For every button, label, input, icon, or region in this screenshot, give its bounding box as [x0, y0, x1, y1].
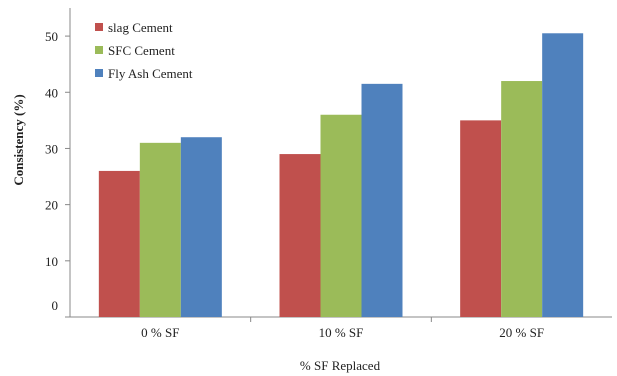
legend-label: Fly Ash Cement	[108, 66, 193, 81]
y-tick-label: 20	[45, 198, 58, 213]
x-category-label: 10 % SF	[319, 325, 364, 340]
legend: slag Cement SFC Cement Fly Ash Cement	[95, 20, 193, 81]
bars	[98, 33, 584, 322]
bar-fly-ash-cement-2	[542, 33, 584, 317]
bar-slag-cement-0	[98, 170, 140, 317]
y-tick-label: 30	[45, 141, 58, 156]
y-tick-label: 40	[45, 85, 58, 100]
bar-sfc-cement-1	[320, 114, 362, 317]
y-axis-title: Consistency (%)	[11, 94, 26, 185]
y-tick-label: 10	[45, 254, 58, 269]
category-labels: 0 % SF 10 % SF 20 % SF	[141, 325, 544, 340]
legend-swatch	[95, 23, 103, 31]
bar-sfc-cement-2	[501, 81, 543, 317]
x-category-label: 0 % SF	[141, 325, 179, 340]
bar-fly-ash-cement-0	[180, 137, 222, 317]
bar-slag-cement-1	[279, 154, 321, 317]
legend-label: SFC Cement	[108, 43, 175, 58]
y-tick-label: 0	[52, 298, 59, 313]
y-ticks: 0 10 20 30 40 50	[45, 29, 70, 318]
bar-fly-ash-cement-1	[361, 83, 403, 317]
legend-label: slag Cement	[108, 20, 173, 35]
legend-swatch	[95, 69, 103, 77]
y-tick-label: 50	[45, 29, 58, 44]
legend-swatch	[95, 46, 103, 54]
x-axis-title: % SF Replaced	[300, 358, 381, 373]
bar-slag-cement-2	[460, 120, 502, 317]
bar-sfc-cement-0	[139, 142, 181, 317]
x-category-label: 20 % SF	[499, 325, 544, 340]
